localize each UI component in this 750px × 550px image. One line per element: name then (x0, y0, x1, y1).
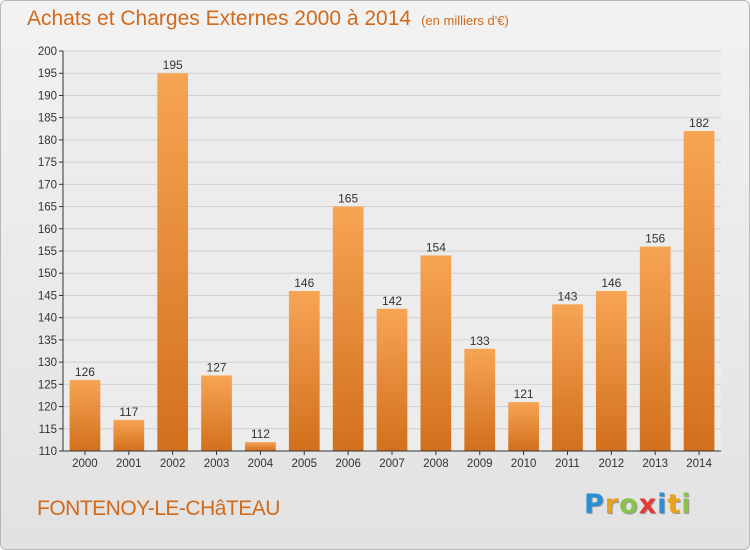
y-tick-label: 160 (38, 224, 57, 236)
data-label: 112 (251, 427, 270, 441)
data-label: 165 (338, 192, 358, 206)
bar (683, 131, 715, 451)
bar (420, 255, 452, 451)
y-tick-label: 145 (38, 290, 57, 302)
data-label: 117 (119, 405, 138, 419)
y-tick-label: 110 (39, 446, 57, 458)
chart-title-text: Achats et Charges Externes 2000 à 2014 (27, 7, 412, 30)
logo-letter: i (657, 489, 668, 520)
x-tick-label: 2010 (511, 458, 537, 470)
data-label: 133 (470, 334, 490, 348)
x-tick-label: 2014 (686, 458, 712, 470)
logo-letter: r (604, 489, 620, 520)
bar (245, 442, 276, 451)
x-tick-label: 2003 (204, 458, 230, 470)
data-label: 142 (382, 294, 402, 308)
data-label: 126 (75, 365, 95, 379)
x-tick-label: 2009 (467, 458, 493, 470)
y-tick-label: 140 (38, 313, 57, 325)
bar (552, 304, 583, 451)
x-tick-label: 2005 (291, 458, 317, 470)
data-label: 121 (514, 387, 534, 401)
y-tick-label: 135 (38, 335, 57, 347)
x-tick-label: 2008 (423, 458, 449, 470)
y-tick-label: 200 (38, 46, 57, 58)
logo-letter: o (619, 489, 639, 520)
chart-title: Achats et Charges Externes 2000 à 2014 (e… (27, 7, 509, 31)
bar (288, 291, 320, 451)
data-label: 195 (163, 58, 183, 72)
logo-letter: x (638, 489, 658, 520)
data-label: 156 (645, 232, 665, 246)
logo-letter: t (667, 489, 682, 520)
y-tick-label: 195 (38, 68, 57, 80)
bar (508, 402, 539, 451)
y-tick-label: 155 (38, 246, 57, 258)
y-tick-label: 190 (38, 90, 57, 102)
x-tick-label: 2012 (599, 458, 625, 470)
data-label: 182 (689, 116, 709, 130)
y-tick-label: 115 (39, 424, 57, 436)
y-tick-label: 130 (38, 357, 57, 369)
bar (639, 246, 671, 451)
data-label: 154 (426, 240, 446, 254)
chart-subtitle: (en milliers d'€) (421, 13, 509, 28)
data-label: 127 (207, 360, 227, 374)
bar (595, 291, 627, 451)
x-tick-label: 2004 (248, 458, 274, 470)
data-label: 143 (557, 289, 577, 303)
x-tick-label: 2006 (335, 458, 361, 470)
x-tick-label: 2001 (116, 458, 142, 470)
y-tick-label: 175 (38, 157, 57, 169)
y-tick-label: 180 (38, 135, 57, 147)
y-tick-label: 185 (38, 113, 57, 125)
proxiti-logo: Proxiti (584, 489, 692, 520)
x-tick-label: 2000 (72, 458, 98, 470)
bar (332, 206, 364, 451)
bar (464, 348, 496, 451)
bar (201, 375, 232, 451)
data-label: 146 (294, 276, 314, 290)
y-tick-label: 165 (38, 202, 57, 214)
x-tick-label: 2013 (642, 458, 668, 470)
data-label: 146 (601, 276, 621, 290)
y-tick-label: 125 (38, 379, 57, 391)
y-tick-label: 150 (38, 268, 57, 280)
logo-letter: P (584, 489, 605, 520)
bar (157, 73, 189, 451)
commune-name: FONTENOY-LE-CHâTEAU (37, 497, 280, 520)
bar (376, 308, 408, 451)
y-tick-label: 120 (38, 402, 57, 414)
logo-letter: i (681, 489, 692, 520)
x-tick-label: 2007 (379, 458, 405, 470)
x-tick-label: 2011 (555, 458, 580, 470)
x-tick-label: 2002 (160, 458, 186, 470)
bar (69, 379, 101, 451)
bar (113, 419, 145, 451)
y-tick-label: 170 (38, 179, 57, 191)
